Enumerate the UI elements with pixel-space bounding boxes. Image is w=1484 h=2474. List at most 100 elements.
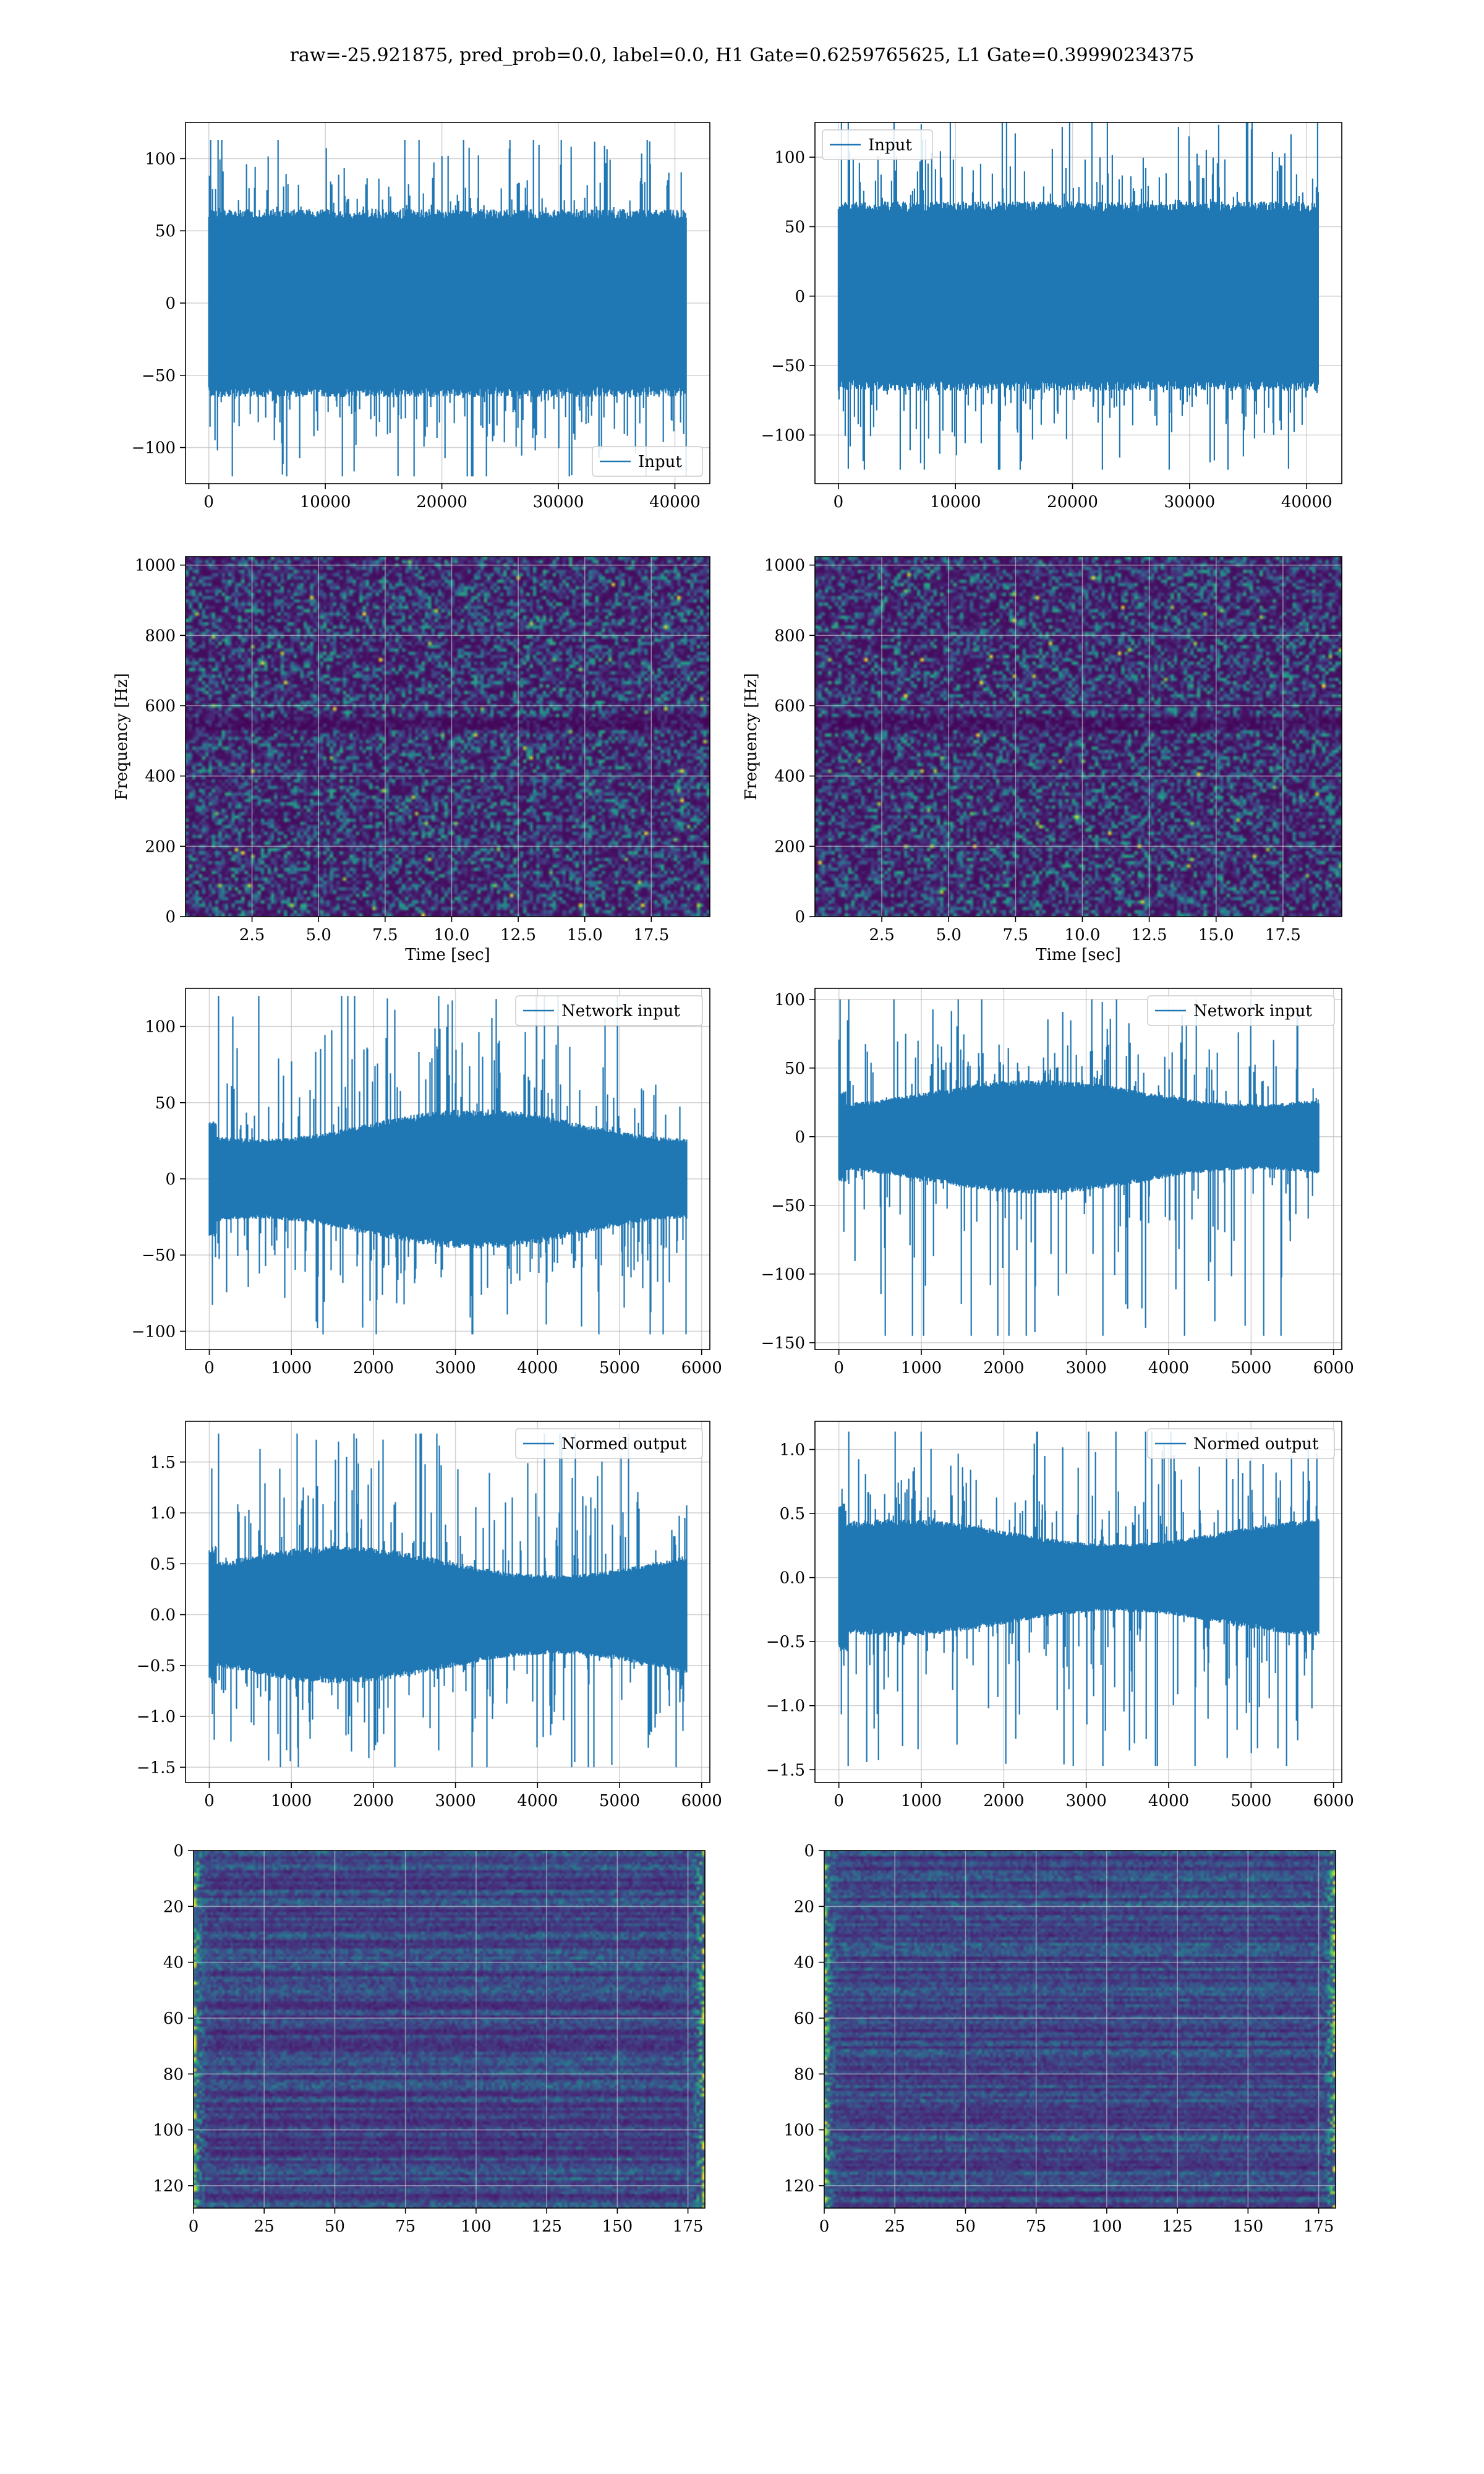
feat_l1-ytick-label: 20 xyxy=(794,1898,814,1916)
norm_h1-ytick-label: −1.0 xyxy=(137,1708,176,1726)
raw_l1-xtick-label: 30000 xyxy=(1164,493,1216,511)
spec_h1-ytick-label: 200 xyxy=(145,837,176,856)
raw_h1-legend-label: Input xyxy=(638,453,682,471)
norm_l1-legend-box xyxy=(1147,1428,1335,1459)
spec_h1-xtick-label: 17.5 xyxy=(633,926,669,944)
net_l1-xtick-label: 3000 xyxy=(1066,1359,1107,1377)
spec_h1-xtick-label: 15.0 xyxy=(567,926,603,944)
norm_h1-ytick-label: −0.5 xyxy=(137,1657,176,1676)
net_h1-series-line xyxy=(208,996,688,1335)
raw_l1-xtick-label: 0 xyxy=(834,493,844,511)
feat_h1-ytick-label: 60 xyxy=(163,2010,184,2028)
raw_l1-series-line xyxy=(837,122,1319,470)
spec_l1-ytick-label: 800 xyxy=(774,627,805,645)
norm_l1-xtick-label: 2000 xyxy=(983,1792,1024,1810)
feat_l1-axes: 0 25 50 75 100 125 150 175 0 20 40 60 80 100 120 xyxy=(783,1842,1336,2236)
norm_l1-ytick-label: −1.0 xyxy=(766,1697,805,1716)
raw_l1-ytick-label: 50 xyxy=(785,218,805,236)
raw_l1-ytick-label: 100 xyxy=(774,148,805,167)
norm_l1-ytick-label: 1.0 xyxy=(780,1441,805,1460)
net_l1-xtick-label: 2000 xyxy=(983,1359,1024,1377)
net_h1-ytick-label: 100 xyxy=(145,1018,176,1037)
raw_h1-ytick-label: 100 xyxy=(145,150,176,168)
feat_h1-axes: 0 25 50 75 100 125 150 175 0 20 40 60 80 100 120 xyxy=(153,1842,706,2236)
feat_h1-xtick-label: 100 xyxy=(461,2217,492,2236)
norm_h1-xtick-label: 5000 xyxy=(599,1792,640,1810)
raw_l1-ytick-label: −100 xyxy=(761,426,805,445)
spec_l1-xtick-label: 15.0 xyxy=(1198,926,1234,944)
raw_l1-ytick-label: 0 xyxy=(795,288,805,306)
norm_l1-xtick-label: 6000 xyxy=(1313,1792,1354,1810)
spec_h1-ytick-label: 400 xyxy=(145,768,176,786)
net_h1-xtick-label: 6000 xyxy=(681,1359,722,1377)
feat_h1-xtick-label: 125 xyxy=(531,2217,562,2236)
norm_h1-legend-label: Normed output xyxy=(561,1435,687,1453)
raw_h1-legend: Input xyxy=(592,446,703,477)
net_h1-xtick-label: 4000 xyxy=(517,1359,558,1377)
spec_h1-frame xyxy=(185,556,710,917)
net_l1-ytick-label: 100 xyxy=(774,991,805,1009)
feat_l1-xtick-label: 125 xyxy=(1162,2217,1193,2236)
raw_l1-legend-box xyxy=(822,129,933,160)
raw_h1-ytick-label: −50 xyxy=(142,367,176,385)
norm_h1-ytick-label: 1.5 xyxy=(150,1453,176,1472)
net_h1-xtick-label: 3000 xyxy=(435,1359,476,1377)
feat_h1-xtick-label: 50 xyxy=(325,2217,345,2236)
net_h1-xtick-label: 0 xyxy=(204,1359,215,1377)
net_l1-ytick-label: 0 xyxy=(795,1128,805,1147)
net_l1-xtick-label: 0 xyxy=(834,1359,844,1377)
feat_h1-xtick-label: 75 xyxy=(395,2217,416,2236)
net_l1-ytick-label: −50 xyxy=(771,1197,805,1215)
feat_l1-ytick-label: 80 xyxy=(794,2065,814,2084)
net_h1-ytick-label: 50 xyxy=(155,1094,176,1113)
net_l1-ytick-label: −150 xyxy=(761,1334,805,1353)
norm_l1-frame xyxy=(814,1421,1342,1783)
norm_h1-axes: 0 1000 2000 3000 4000 5000 6000 −1.5 −1.0 −0.5 0.0… xyxy=(137,1421,722,1810)
norm_l1-xtick-label: 1000 xyxy=(901,1792,942,1810)
net_l1-xtick-label: 1000 xyxy=(901,1359,942,1377)
net_l1-frame xyxy=(814,988,1342,1350)
spec_l1-heatmap-image xyxy=(815,557,1342,917)
feat_h1-ytick-label: 80 xyxy=(163,2065,184,2084)
spec_l1-ytick-label: 600 xyxy=(774,697,805,716)
feat_h1-ytick-label: 120 xyxy=(153,2177,184,2196)
spec_l1-xtick-label: 12.5 xyxy=(1132,926,1167,944)
net_l1-xtick-label: 6000 xyxy=(1313,1359,1354,1377)
norm_l1-xtick-label: 5000 xyxy=(1230,1792,1271,1810)
feat_l1-xtick-label: 25 xyxy=(885,2217,905,2236)
net_l1-xtick-label: 5000 xyxy=(1230,1359,1271,1377)
net_l1-axes: 0 1000 2000 3000 4000 5000 6000 −150 −100 −50 0 50 1… xyxy=(761,988,1354,1377)
feat_h1-ytick-label: 0 xyxy=(173,1842,184,1860)
norm_h1-xtick-label: 2000 xyxy=(353,1792,394,1810)
norm_h1-xtick-label: 4000 xyxy=(517,1792,558,1810)
feat_h1-ytick-label: 40 xyxy=(163,1954,184,1972)
raw_h1-xtick-label: 0 xyxy=(203,493,214,511)
net_l1-series-line xyxy=(838,999,1320,1336)
norm_h1-xtick-label: 1000 xyxy=(271,1792,312,1810)
spec_l1-axes: 2.5 5.0 7.5 10.0 12.5 15.0 17.5 0 200 400 600 800 10… xyxy=(742,556,1342,964)
spec_l1-frame xyxy=(814,556,1342,917)
spec_h1-ylabel: Frequency [Hz] xyxy=(113,673,131,800)
spec_l1-ylabel: Frequency [Hz] xyxy=(742,673,761,800)
raw_l1-xtick-label: 10000 xyxy=(930,493,981,511)
norm_l1-ytick-label: 0.0 xyxy=(780,1569,805,1588)
raw_h1-xtick-label: 40000 xyxy=(649,493,701,511)
net_h1-ytick-label: 0 xyxy=(165,1170,176,1189)
net_h1-frame xyxy=(185,988,710,1350)
net_h1-legend-box xyxy=(515,995,703,1026)
raw_h1-xtick-label: 30000 xyxy=(533,493,584,511)
raw_l1-legend: Input xyxy=(822,129,933,160)
raw_h1-ytick-label: 50 xyxy=(155,222,176,241)
raw_h1-ytick-label: 0 xyxy=(165,294,176,313)
feat_l1-xtick-label: 150 xyxy=(1233,2217,1264,2236)
net_l1-ytick-label: 50 xyxy=(785,1059,805,1078)
norm_l1-series-line xyxy=(838,1431,1320,1766)
feat_h1-ytick-label: 100 xyxy=(153,2121,184,2140)
raw_l1-legend-label: Input xyxy=(868,136,912,155)
norm_h1-xtick-label: 0 xyxy=(204,1792,215,1810)
spec_h1-xtick-label: 12.5 xyxy=(500,926,536,944)
net_l1-legend: Network input xyxy=(1147,995,1335,1026)
raw_l1-xtick-label: 40000 xyxy=(1281,493,1333,511)
raw_l1-axes: 0 10000 20000 30000 40000 −100 −50 0 50 100 Input xyxy=(761,122,1342,511)
feat_l1-frame xyxy=(824,1850,1336,2209)
